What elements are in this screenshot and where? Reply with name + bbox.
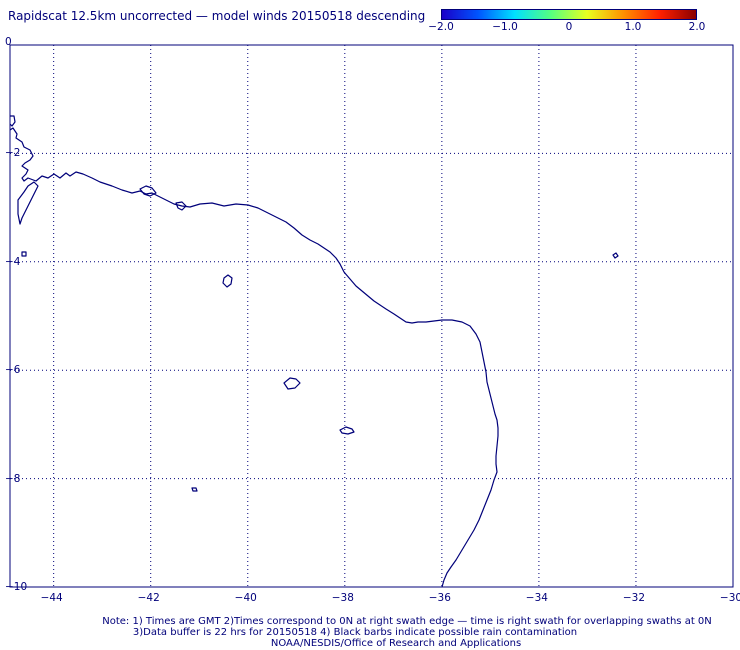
map-title: Rapidscat 12.5km uncorrected — model win… [8,9,426,23]
island-fernando [283,377,301,390]
island-rocas [222,274,233,288]
longitude-tick-label: −36 [428,592,451,604]
longitude-tick-label: −38 [331,592,354,604]
latitude-tick-label: −8 [5,472,21,485]
latitude-tick-label: 0 [5,36,12,48]
longitude-tick-label: −32 [622,592,646,604]
footnote-line-2: 3)Data buffer is 22 hrs for 20150518 4) … [132,627,578,638]
coastline-mainland [9,127,499,588]
island-offshore-1 [139,185,157,197]
colorbar-tick-label: 1.0 [624,21,642,33]
longitude-tick-label: −34 [525,592,548,604]
coastline [9,115,619,588]
latitude-tick-label: −2 [5,147,21,160]
island-atoll [339,426,355,435]
longitude-tick-label: −40 [234,592,257,604]
island-offshore-2 [175,201,187,211]
longitude-tick-label: −42 [137,592,160,604]
island-coast-north [9,115,16,127]
colorbar-tick-label: −1.0 [492,21,518,33]
island-small-west [191,487,198,492]
longitude-tick-label: −44 [40,592,63,604]
coastline-inlet [17,181,39,225]
colorbar [441,9,697,20]
latitude-tick-label: −6 [5,364,21,377]
colorbar-tick-label: −2.0 [428,21,454,33]
plot-frame [9,44,734,588]
footnote-line-3: NOAA/NESDIS/Office of Research and Appli… [270,638,522,649]
latitude-tick-label: −10 [5,581,28,593]
grid-lines [10,45,733,587]
colorbar-tick-label: 0 [565,21,573,33]
colorbar-tick-label: 2.0 [688,21,706,33]
latitude-tick-label: −4 [5,255,21,268]
island-east [612,252,619,259]
island-coast-small [21,251,27,257]
longitude-tick-label: −30 [719,592,740,604]
footnote-line-1: Note: 1) Times are GMT 2)Times correspon… [102,616,712,627]
